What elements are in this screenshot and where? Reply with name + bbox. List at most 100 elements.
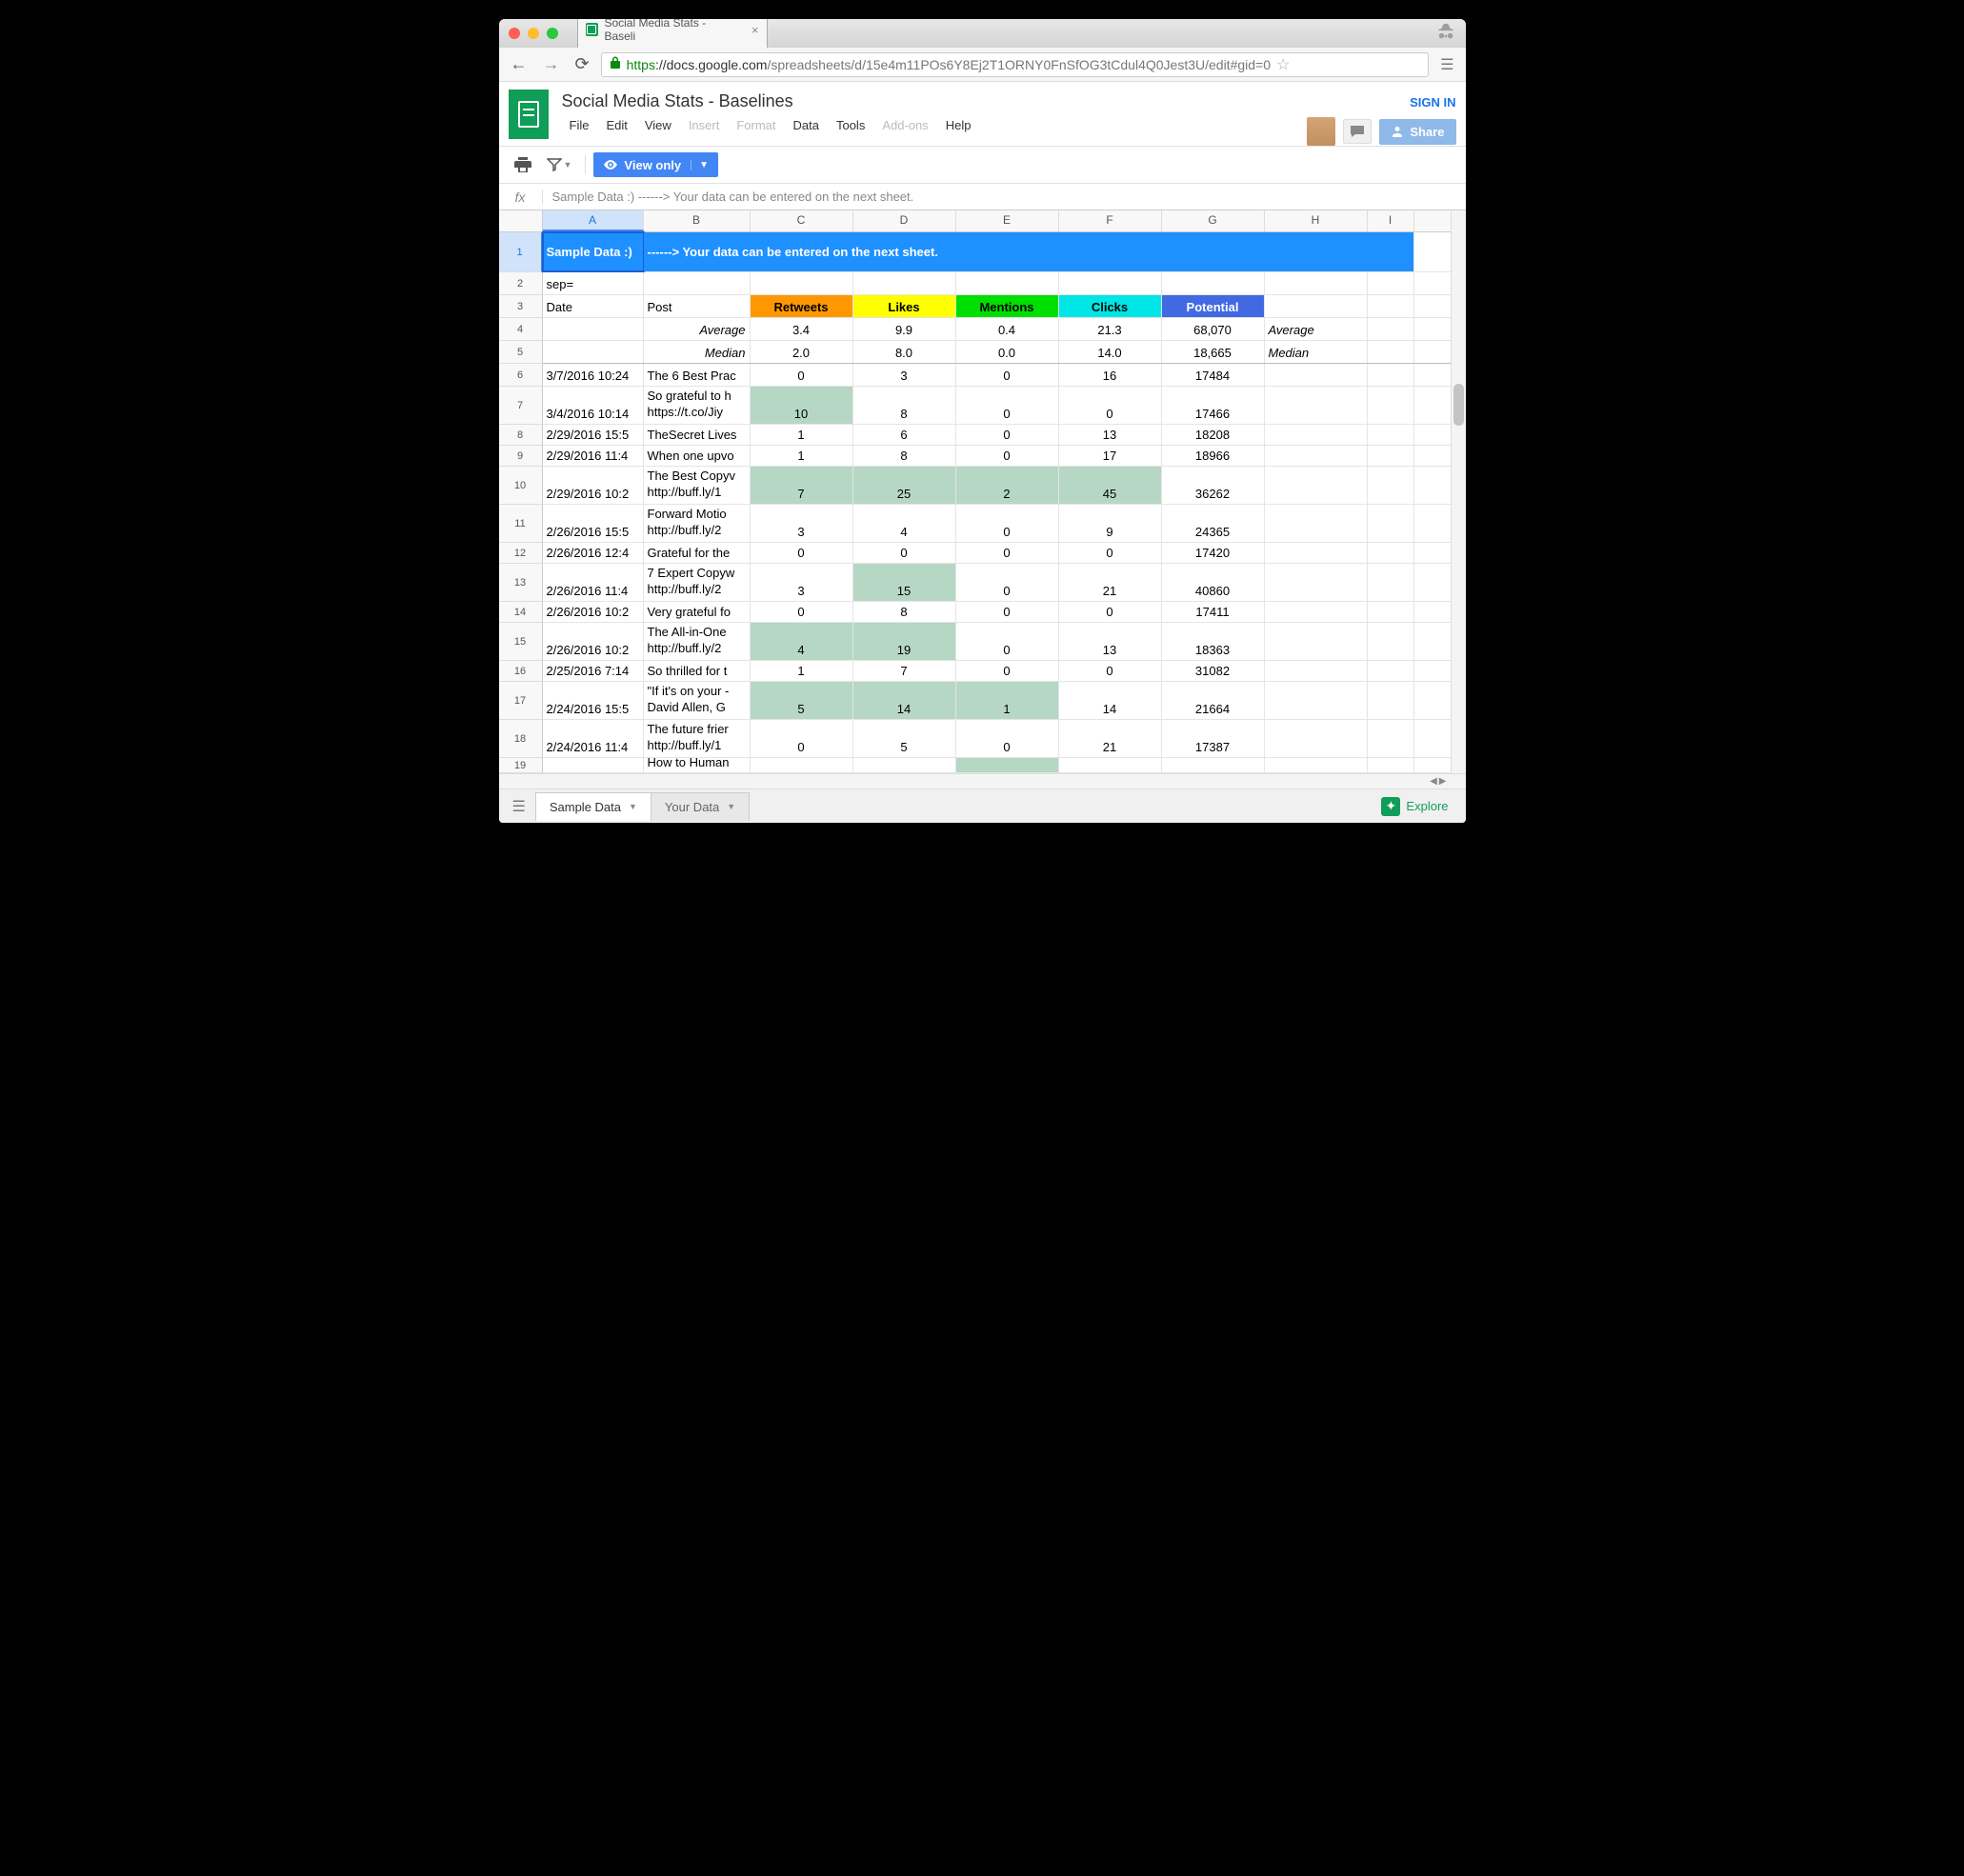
avg-potential[interactable]: 68,070 <box>1162 318 1265 340</box>
row-header-11[interactable]: 11 <box>499 505 543 543</box>
cell[interactable] <box>1368 387 1414 424</box>
reload-button[interactable]: ⟳ <box>571 54 593 74</box>
cell-post[interactable]: The future frier http://buff.ly/1 <box>644 720 751 757</box>
browser-tab[interactable]: Social Media Stats - Baseli × <box>577 19 768 48</box>
cell-lk[interactable]: 14 <box>853 682 956 719</box>
med-retweets[interactable]: 2.0 <box>751 341 853 363</box>
header-potential[interactable]: Potential <box>1162 295 1265 317</box>
cell-ck[interactable]: 45 <box>1059 467 1162 504</box>
cell-ck[interactable]: 21 <box>1059 564 1162 601</box>
cell-ck[interactable]: 0 <box>1059 543 1162 563</box>
row-header-12[interactable]: 12 <box>499 543 543 564</box>
column-header-D[interactable]: D <box>853 210 956 231</box>
row-header-10[interactable]: 10 <box>499 467 543 505</box>
cell-potential[interactable]: 36262 <box>1162 467 1265 504</box>
avg-likes[interactable]: 9.9 <box>853 318 956 340</box>
cell-post[interactable]: TheSecret Lives <box>644 425 751 445</box>
cell-potential[interactable]: 21664 <box>1162 682 1265 719</box>
row-header-14[interactable]: 14 <box>499 602 543 623</box>
med-clicks[interactable]: 14.0 <box>1059 341 1162 363</box>
avg-mentions[interactable]: 0.4 <box>956 318 1059 340</box>
cell-date[interactable]: 2/29/2016 15:5 <box>543 425 644 445</box>
column-header-G[interactable]: G <box>1162 210 1265 231</box>
share-button[interactable]: Share <box>1379 119 1455 145</box>
cell[interactable] <box>1368 720 1414 757</box>
sheets-logo-icon[interactable] <box>509 90 549 139</box>
cell-post[interactable]: Forward Motio http://buff.ly/2 <box>644 505 751 542</box>
menu-help[interactable]: Help <box>938 115 979 135</box>
cell[interactable] <box>1368 446 1414 466</box>
cell[interactable] <box>1368 364 1414 386</box>
cell[interactable] <box>1368 318 1414 340</box>
cell[interactable] <box>1368 295 1414 317</box>
cell-potential[interactable]: 17420 <box>1162 543 1265 563</box>
med-label[interactable]: Median <box>644 341 751 363</box>
cell-potential[interactable]: 17466 <box>1162 387 1265 424</box>
select-all-corner[interactable] <box>499 210 543 231</box>
banner-cell-a[interactable]: Sample Data :) <box>543 232 644 271</box>
cell-date[interactable]: 2/26/2016 12:4 <box>543 543 644 563</box>
cell-lk[interactable]: 5 <box>853 720 956 757</box>
cell[interactable] <box>1265 543 1368 563</box>
cell-date[interactable]: 2/25/2016 7:14 <box>543 661 644 681</box>
cell-potential[interactable]: 17484 <box>1162 364 1265 386</box>
row-header-1[interactable]: 1 <box>499 232 543 272</box>
column-header-E[interactable]: E <box>956 210 1059 231</box>
cell-lk[interactable] <box>853 758 956 772</box>
cell[interactable] <box>853 272 956 294</box>
cell-date[interactable]: 2/29/2016 11:4 <box>543 446 644 466</box>
header-post[interactable]: Post <box>644 295 751 317</box>
cell-rt[interactable]: 0 <box>751 543 853 563</box>
back-button[interactable]: ← <box>507 54 531 74</box>
cell-post[interactable]: When one upvo <box>644 446 751 466</box>
cell-rt[interactable]: 3 <box>751 564 853 601</box>
comments-button[interactable] <box>1343 119 1372 144</box>
cell-ck[interactable]: 13 <box>1059 623 1162 660</box>
header-clicks[interactable]: Clicks <box>1059 295 1162 317</box>
header-date[interactable]: Date <box>543 295 644 317</box>
cell[interactable] <box>1265 602 1368 622</box>
cell-post[interactable]: "If it's on your - David Allen, G <box>644 682 751 719</box>
cell-potential[interactable]: 18363 <box>1162 623 1265 660</box>
cell-sep[interactable]: sep= <box>543 272 644 294</box>
cell-post[interactable]: The All-in-One http://buff.ly/2 <box>644 623 751 660</box>
row-header-13[interactable]: 13 <box>499 564 543 602</box>
cell[interactable] <box>1368 758 1414 772</box>
cell[interactable] <box>1265 623 1368 660</box>
cell-potential[interactable]: 24365 <box>1162 505 1265 542</box>
row-header-9[interactable]: 9 <box>499 446 543 467</box>
cell-mn[interactable]: 0 <box>956 364 1059 386</box>
cell-potential[interactable]: 17411 <box>1162 602 1265 622</box>
cell[interactable] <box>1265 720 1368 757</box>
menu-tools[interactable]: Tools <box>829 115 872 135</box>
med-potential[interactable]: 18,665 <box>1162 341 1265 363</box>
cell-date[interactable]: 2/26/2016 10:2 <box>543 623 644 660</box>
cell-lk[interactable]: 3 <box>853 364 956 386</box>
cell-date[interactable] <box>543 758 644 772</box>
cell-potential[interactable] <box>1162 758 1265 772</box>
filter-button[interactable]: ▼ <box>541 154 578 175</box>
cell-post[interactable]: So grateful to h https://t.co/Jiy <box>644 387 751 424</box>
cell-post[interactable]: How to Human <box>644 758 751 772</box>
cell[interactable] <box>1368 682 1414 719</box>
url-input[interactable]: https://docs.google.com/spreadsheets/d/1… <box>601 52 1430 77</box>
cell-rt[interactable]: 0 <box>751 364 853 386</box>
cell-rt[interactable] <box>751 758 853 772</box>
cell[interactable] <box>1265 758 1368 772</box>
cell[interactable] <box>1368 564 1414 601</box>
cell-ck[interactable]: 21 <box>1059 720 1162 757</box>
scroll-thumb[interactable] <box>1453 384 1464 426</box>
header-mentions[interactable]: Mentions <box>956 295 1059 317</box>
cell-post[interactable]: Grateful for the <box>644 543 751 563</box>
med-likes[interactable]: 8.0 <box>853 341 956 363</box>
cell-lk[interactable]: 7 <box>853 661 956 681</box>
bookmark-star-icon[interactable]: ☆ <box>1276 55 1290 74</box>
cell-rt[interactable]: 3 <box>751 505 853 542</box>
cell-mn[interactable]: 0 <box>956 505 1059 542</box>
cell-post[interactable]: The 6 Best Prac <box>644 364 751 386</box>
cell-mn[interactable]: 0 <box>956 446 1059 466</box>
row-header-3[interactable]: 3 <box>499 295 543 318</box>
column-header-F[interactable]: F <box>1059 210 1162 231</box>
cell-mn[interactable]: 0 <box>956 564 1059 601</box>
cell[interactable] <box>1368 623 1414 660</box>
